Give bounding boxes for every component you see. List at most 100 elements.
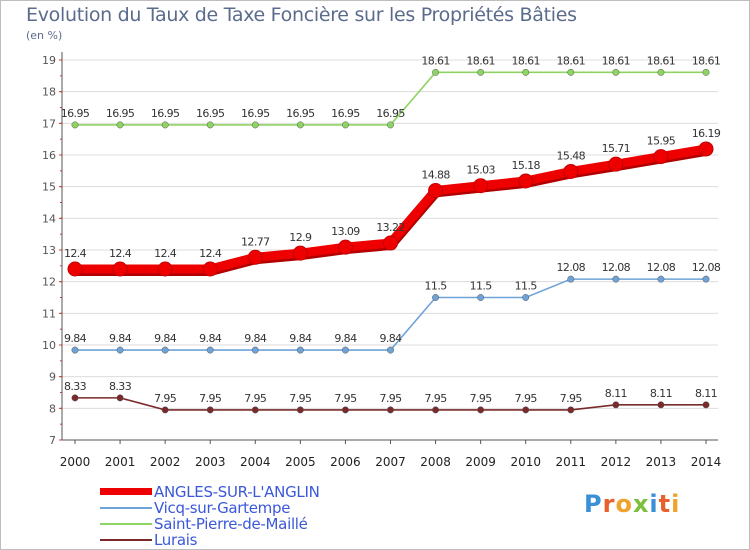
data-point	[698, 141, 714, 157]
data-point	[112, 261, 128, 277]
y-tick-label: 10	[42, 339, 56, 352]
data-point	[608, 156, 624, 172]
data-label: 9.84	[109, 332, 132, 345]
x-tick-label: 2006	[330, 455, 361, 469]
data-point	[387, 121, 394, 129]
data-point	[116, 121, 124, 129]
legend-swatch-vicq	[100, 507, 152, 509]
data-label: 16.95	[376, 107, 405, 120]
data-label: 16.95	[61, 107, 90, 120]
y-tick-label: 8	[49, 402, 56, 415]
data-label: 12.9	[289, 231, 312, 244]
y-tick-label: 17	[42, 117, 56, 130]
data-point	[612, 275, 620, 283]
data-point	[477, 406, 485, 414]
line-chart: 7 8 9 10 11 12 13 14 15 16 17 18 19 2000 2001 2002 2003 2…	[42, 52, 721, 469]
data-point	[428, 182, 444, 198]
data-point	[341, 406, 349, 414]
data-point	[71, 394, 79, 402]
x-tick-label: 2013	[646, 455, 677, 469]
x-tick-label: 2012	[601, 455, 632, 469]
data-label: 18.61	[421, 54, 450, 67]
x-tick-label: 2014	[691, 455, 722, 469]
y-tick-label: 9	[49, 371, 56, 384]
y-tick-label: 18	[42, 86, 56, 99]
data-point	[206, 346, 214, 354]
data-label: 18.61	[511, 54, 540, 67]
data-label: 8.11	[695, 387, 717, 400]
axes: 7 8 9 10 11 12 13 14 15 16 17 18 19 2000 2001 2002 2003 2…	[42, 52, 721, 469]
data-label: 7.95	[425, 392, 448, 405]
data-label: 16.95	[286, 107, 315, 120]
data-label: 9.84	[64, 332, 87, 345]
data-label: 7.95	[560, 392, 583, 405]
logo-letter: t	[658, 490, 672, 518]
data-point	[383, 235, 398, 251]
logo-letter: o	[615, 490, 633, 518]
data-label: 18.61	[602, 54, 631, 67]
data-label: 13.09	[331, 225, 360, 238]
data-point	[702, 68, 710, 76]
data-point	[251, 346, 259, 354]
x-tick-label: 2009	[465, 455, 496, 469]
data-point	[473, 178, 489, 194]
data-point	[296, 121, 304, 129]
legend-label-lurais: Lurais	[154, 531, 198, 549]
data-label: 8.11	[650, 387, 672, 400]
y-tick-label: 19	[42, 54, 56, 67]
data-label: 9.84	[379, 332, 402, 345]
data-point	[296, 346, 304, 354]
series-lines	[67, 68, 714, 414]
legend-swatch-lurais	[100, 539, 152, 541]
data-label: 15.48	[557, 149, 586, 162]
data-label: 16.95	[196, 107, 225, 120]
data-label: 15.95	[647, 135, 676, 148]
legend-label-angles: ANGLES-SUR-L'ANGLIN	[154, 483, 320, 501]
data-point	[657, 401, 665, 409]
data-point	[477, 294, 485, 301]
data-point	[522, 406, 530, 414]
x-tick-label: 2011	[556, 455, 587, 469]
data-label: 9.84	[244, 332, 267, 345]
data-point	[567, 68, 575, 76]
data-point	[387, 346, 394, 354]
data-label: 8.33	[64, 380, 87, 393]
logo-letter: x	[632, 490, 650, 518]
y-tick-label: 13	[42, 244, 56, 257]
data-label: 16.95	[151, 107, 180, 120]
data-point	[522, 294, 530, 301]
data-label: 7.95	[515, 392, 538, 405]
legend-label-saint-pierre: Saint-Pierre-de-Maillé	[154, 515, 308, 533]
data-label: 12.77	[241, 235, 270, 248]
logo-letter: i	[649, 490, 659, 518]
data-point	[116, 346, 124, 354]
data-point	[161, 406, 169, 414]
data-label: 18.61	[692, 54, 721, 67]
y-tick-label: 12	[42, 276, 56, 289]
data-label: 7.95	[470, 392, 493, 405]
data-point	[567, 275, 575, 283]
data-point	[251, 406, 259, 414]
data-point	[202, 261, 218, 277]
data-label: 18.61	[647, 54, 676, 67]
data-label: 16.95	[106, 107, 135, 120]
data-point	[157, 261, 173, 277]
data-label: 18.61	[466, 54, 495, 67]
data-point	[71, 346, 79, 354]
chart-title: Evolution du Taux de Taxe Foncière sur l…	[26, 4, 577, 26]
logo-letter: P	[584, 490, 603, 518]
data-point	[612, 68, 620, 76]
data-label: 18.61	[557, 54, 586, 67]
data-point	[292, 245, 308, 261]
data-point	[522, 68, 530, 76]
data-label: 16.19	[692, 127, 721, 140]
y-tick-label: 7	[49, 434, 56, 447]
data-label: 9.84	[289, 332, 312, 345]
data-point	[432, 294, 440, 301]
data-point	[251, 121, 259, 129]
data-point	[432, 68, 440, 76]
x-tick-label: 2005	[285, 455, 316, 469]
data-point	[702, 401, 710, 409]
legend-swatch-angles	[100, 488, 152, 495]
data-point	[657, 68, 665, 76]
